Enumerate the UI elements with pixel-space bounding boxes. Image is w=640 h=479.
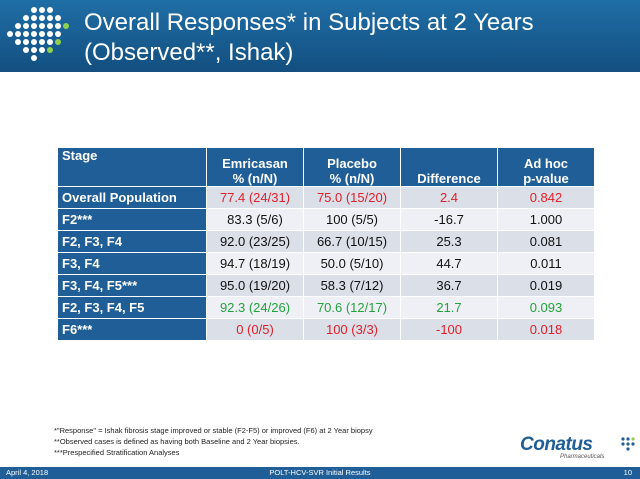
slide-footer: POLT-HCV-SVR Initial Results April 4, 20… xyxy=(0,467,640,479)
cell-pvalue: 0.018 xyxy=(497,318,595,341)
cell-difference: 21.7 xyxy=(400,296,498,319)
cell-pvalue: 0.093 xyxy=(497,296,595,319)
cell-pvalue: 0.842 xyxy=(497,186,595,209)
table-row: F3, F4 94.7 (18/19) 50.0 (5/10) 44.7 0.0… xyxy=(57,252,595,275)
table-row: F6*** 0 (0/5) 100 (3/3) -100 0.018 xyxy=(57,318,595,341)
footer-date: April 4, 2018 xyxy=(6,468,49,477)
cell-difference: 36.7 xyxy=(400,274,498,297)
header-emricasan-line-1: Emricasan xyxy=(222,156,288,171)
cell-emricasan: 77.4 (24/31) xyxy=(206,186,304,209)
brand-dots-icon xyxy=(621,437,635,451)
cell-difference: 2.4 xyxy=(400,186,498,209)
table-row: F3, F4, F5*** 95.0 (19/20) 58.3 (7/12) 3… xyxy=(57,274,595,297)
conatus-logo: Conatus Pharmaceuticals xyxy=(520,434,638,464)
header-pvalue-line-1: Ad hoc xyxy=(523,156,569,171)
cell-difference: -16.7 xyxy=(400,208,498,231)
cell-stage: F6*** xyxy=(57,318,207,341)
header-emricasan-line-2: % (n/N) xyxy=(232,171,278,186)
cell-emricasan: 92.3 (24/26) xyxy=(206,296,304,319)
brand-name: Conatus xyxy=(520,434,593,455)
cell-stage: F2*** xyxy=(57,208,207,231)
cell-difference: -100 xyxy=(400,318,498,341)
page-title: Overall Responses* in Subjects at 2 Year… xyxy=(84,8,634,68)
footnote-prespecified: ***Prespecified Stratification Analyses xyxy=(54,448,180,457)
page-number: 10 xyxy=(623,468,632,477)
header-placebo-line-2: % (n/N) xyxy=(329,171,375,186)
cell-difference: 25.3 xyxy=(400,230,498,253)
cell-pvalue: 0.019 xyxy=(497,274,595,297)
table-header-row: Stage Emricasan % (n/N) Placebo % (n/N) … xyxy=(57,147,595,187)
dot-grid-logo-icon xyxy=(7,7,69,61)
table-row: F2*** 83.3 (5/6) 100 (5/5) -16.7 1.000 xyxy=(57,208,595,231)
cell-placebo: 70.6 (12/17) xyxy=(303,296,401,319)
header-placebo: Placebo % (n/N) xyxy=(303,147,401,187)
footnote-response: *"Response" = Ishak fibrosis stage impro… xyxy=(54,426,373,435)
results-table-container: Stage Emricasan % (n/N) Placebo % (n/N) … xyxy=(57,147,595,341)
table-row: F2, F3, F4, F5 92.3 (24/26) 70.6 (12/17)… xyxy=(57,296,595,319)
table-row: F2, F3, F4 92.0 (23/25) 66.7 (10/15) 25.… xyxy=(57,230,595,253)
cell-stage: F2, F3, F4, F5 xyxy=(57,296,207,319)
cell-placebo: 75.0 (15/20) xyxy=(303,186,401,209)
cell-emricasan: 92.0 (23/25) xyxy=(206,230,304,253)
slide-header: Overall Responses* in Subjects at 2 Year… xyxy=(0,0,640,72)
header-pvalue: Ad hoc p-value xyxy=(497,147,595,187)
cell-stage: F3, F4 xyxy=(57,252,207,275)
table-row: Overall Population 77.4 (24/31) 75.0 (15… xyxy=(57,186,595,209)
cell-emricasan: 83.3 (5/6) xyxy=(206,208,304,231)
cell-placebo: 100 (5/5) xyxy=(303,208,401,231)
cell-emricasan: 95.0 (19/20) xyxy=(206,274,304,297)
cell-stage: Overall Population xyxy=(57,186,207,209)
footnote-observed: **Observed cases is defined as having bo… xyxy=(54,437,300,446)
cell-placebo: 100 (3/3) xyxy=(303,318,401,341)
cell-pvalue: 0.081 xyxy=(497,230,595,253)
title-line-1: Overall Responses* in Subjects at 2 Year… xyxy=(84,9,534,36)
footnotes: *"Response" = Ishak fibrosis stage impro… xyxy=(54,425,514,458)
header-difference: Difference xyxy=(400,147,498,187)
cell-pvalue: 0.011 xyxy=(497,252,595,275)
header-emricasan: Emricasan % (n/N) xyxy=(206,147,304,187)
cell-difference: 44.7 xyxy=(400,252,498,275)
cell-stage: F2, F3, F4 xyxy=(57,230,207,253)
cell-placebo: 50.0 (5/10) xyxy=(303,252,401,275)
cell-pvalue: 1.000 xyxy=(497,208,595,231)
header-pvalue-line-2: p-value xyxy=(523,171,569,186)
header-placebo-line-1: Placebo xyxy=(327,156,377,171)
cell-stage: F3, F4, F5*** xyxy=(57,274,207,297)
results-table: Stage Emricasan % (n/N) Placebo % (n/N) … xyxy=(57,147,595,341)
title-line-2: (Observed**, Ishak) xyxy=(84,39,294,66)
cell-emricasan: 0 (0/5) xyxy=(206,318,304,341)
cell-placebo: 66.7 (10/15) xyxy=(303,230,401,253)
cell-placebo: 58.3 (7/12) xyxy=(303,274,401,297)
cell-emricasan: 94.7 (18/19) xyxy=(206,252,304,275)
brand-subtitle: Pharmaceuticals xyxy=(560,454,605,460)
header-stage: Stage xyxy=(57,147,207,187)
footer-title: POLT-HCV-SVR Initial Results xyxy=(269,468,371,477)
